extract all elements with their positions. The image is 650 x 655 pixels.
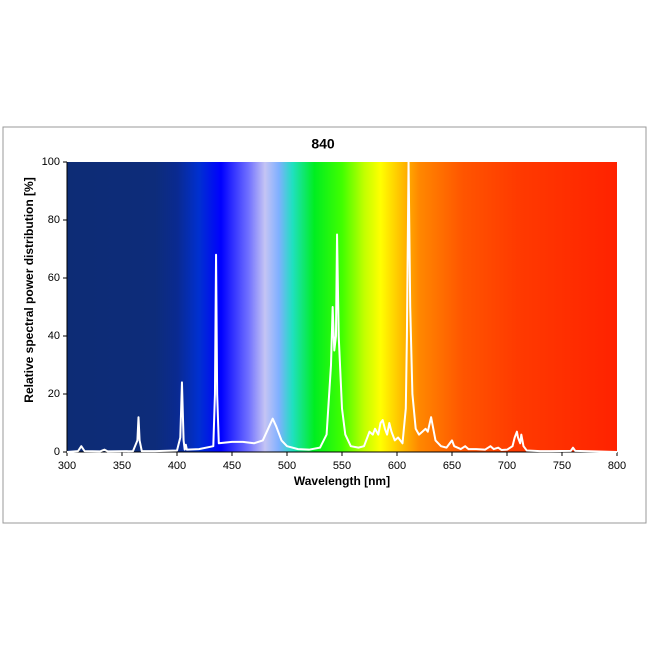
x-tick-label: 400	[168, 460, 186, 472]
x-tick-label: 600	[388, 460, 406, 472]
y-axis-label: Relative spectral power distribution [%]	[22, 177, 36, 402]
y-tick-label: 20	[48, 388, 60, 400]
y-tick-label: 80	[48, 214, 60, 226]
x-tick-label: 550	[333, 460, 351, 472]
x-tick-label: 700	[498, 460, 516, 472]
x-tick-label: 350	[113, 460, 131, 472]
spectrum-line	[66, 161, 618, 453]
x-tick-label: 650	[443, 460, 461, 472]
x-tick-label: 750	[553, 460, 571, 472]
x-tick-label: 450	[223, 460, 241, 472]
y-tick-label: 0	[54, 446, 60, 458]
x-tick-label: 300	[58, 460, 76, 472]
y-tick-label: 100	[42, 156, 60, 168]
y-tick-label: 60	[48, 272, 60, 284]
x-tick-label: 500	[278, 460, 296, 472]
y-tick-label: 40	[48, 330, 60, 342]
x-axis-label: Wavelength [nm]	[294, 474, 390, 488]
x-tick-label: 800	[608, 460, 626, 472]
chart-title: 840	[311, 136, 335, 152]
